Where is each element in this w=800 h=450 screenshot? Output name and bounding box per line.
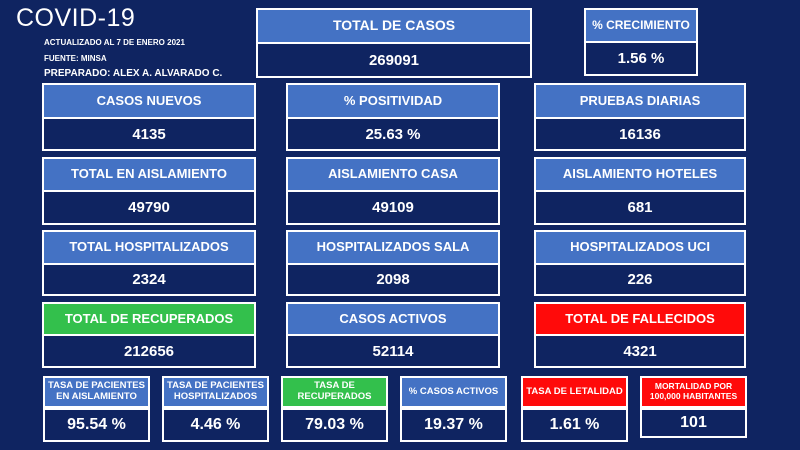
card-aislamiento-hoteles: AISLAMIENTO HOTELES 681 <box>534 157 746 225</box>
card-label: TOTAL DE FALLECIDOS <box>534 302 746 336</box>
card-total-hospitalizados: TOTAL HOSPITALIZADOS 2324 <box>42 230 256 296</box>
card-casos-nuevos: CASOS NUEVOS 4135 <box>42 83 256 151</box>
card-value: 25.63 % <box>286 117 500 151</box>
card-label: PRUEBAS DIARIAS <box>534 83 746 119</box>
card-casos-activos-pct: % CASOS ACTIVOS 19.37 % <box>400 376 507 442</box>
card-pruebas-diarias: PRUEBAS DIARIAS 16136 <box>534 83 746 151</box>
card-label: % CRECIMIENTO <box>584 8 698 43</box>
card-tasa-aislamiento: TASA DE PACIENTES EN AISLAMIENTO 95.54 % <box>43 376 150 442</box>
card-value: 19.37 % <box>400 408 507 442</box>
card-label: % POSITIVIDAD <box>286 83 500 119</box>
card-value: 79.03 % <box>281 408 388 442</box>
card-value: 2098 <box>286 263 500 296</box>
card-value: 52114 <box>286 334 500 368</box>
card-aislamiento-casa: AISLAMIENTO CASA 49109 <box>286 157 500 225</box>
card-label: CASOS ACTIVOS <box>286 302 500 336</box>
card-total-casos: TOTAL DE CASOS 269091 <box>256 8 532 78</box>
card-hospitalizados-uci: HOSPITALIZADOS UCI 226 <box>534 230 746 296</box>
card-value: 1.56 % <box>584 41 698 76</box>
card-value: 269091 <box>256 42 532 78</box>
card-label: TASA DE RECUPERADOS <box>281 376 388 408</box>
source-label: FUENTE: MINSA <box>44 54 107 63</box>
card-label: % CASOS ACTIVOS <box>400 376 507 408</box>
updated-date: ACTUALIZADO AL 7 DE ENERO 2021 <box>44 38 185 47</box>
card-positividad: % POSITIVIDAD 25.63 % <box>286 83 500 151</box>
card-value: 49790 <box>42 190 256 225</box>
card-total-aislamiento: TOTAL EN AISLAMIENTO 49790 <box>42 157 256 225</box>
card-value: 4.46 % <box>162 408 269 442</box>
card-value: 95.54 % <box>43 408 150 442</box>
card-hospitalizados-sala: HOSPITALIZADOS SALA 2098 <box>286 230 500 296</box>
card-label: CASOS NUEVOS <box>42 83 256 119</box>
card-label: HOSPITALIZADOS SALA <box>286 230 500 265</box>
card-value: 226 <box>534 263 746 296</box>
card-value: 16136 <box>534 117 746 151</box>
card-value: 2324 <box>42 263 256 296</box>
card-value: 49109 <box>286 190 500 225</box>
card-tasa-letalidad: TASA DE LETALIDAD 1.61 % <box>521 376 628 442</box>
card-value: 212656 <box>42 334 256 368</box>
card-crecimiento: % CRECIMIENTO 1.56 % <box>584 8 698 76</box>
card-label: TOTAL DE RECUPERADOS <box>42 302 256 336</box>
card-tasa-recuperados: TASA DE RECUPERADOS 79.03 % <box>281 376 388 442</box>
card-label: MORTALIDAD POR 100,000 HABITANTES <box>640 376 747 408</box>
card-label: TOTAL EN AISLAMIENTO <box>42 157 256 192</box>
card-label: TOTAL HOSPITALIZADOS <box>42 230 256 265</box>
card-value: 681 <box>534 190 746 225</box>
card-label: AISLAMIENTO HOTELES <box>534 157 746 192</box>
card-mortalidad: MORTALIDAD POR 100,000 HABITANTES 101 <box>640 376 747 438</box>
card-value: 101 <box>640 408 747 438</box>
card-label: TASA DE PACIENTES EN AISLAMIENTO <box>43 376 150 408</box>
prepared-by: PREPARADO: ALEX A. ALVARADO C. <box>44 68 223 79</box>
card-value: 1.61 % <box>521 408 628 442</box>
card-label: TASA DE LETALIDAD <box>521 376 628 408</box>
card-total-recuperados: TOTAL DE RECUPERADOS 212656 <box>42 302 256 368</box>
card-tasa-hospitalizados: TASA DE PACIENTES HOSPITALIZADOS 4.46 % <box>162 376 269 442</box>
card-casos-activos: CASOS ACTIVOS 52114 <box>286 302 500 368</box>
card-total-fallecidos: TOTAL DE FALLECIDOS 4321 <box>534 302 746 368</box>
card-value: 4135 <box>42 117 256 151</box>
card-label: AISLAMIENTO CASA <box>286 157 500 192</box>
card-label: TASA DE PACIENTES HOSPITALIZADOS <box>162 376 269 408</box>
card-value: 4321 <box>534 334 746 368</box>
page-title: COVID-19 <box>16 4 136 32</box>
card-label: HOSPITALIZADOS UCI <box>534 230 746 265</box>
card-label: TOTAL DE CASOS <box>256 8 532 44</box>
